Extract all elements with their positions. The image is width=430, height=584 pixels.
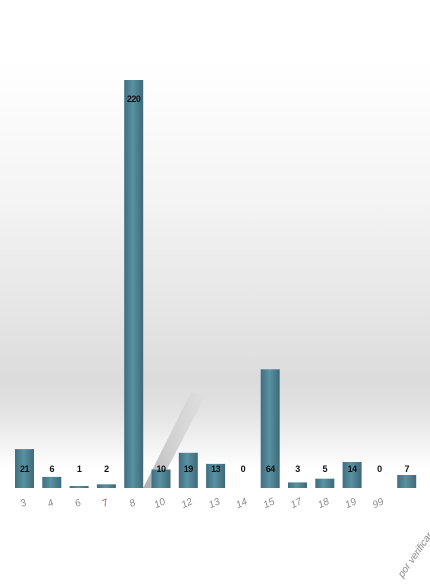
x-tick-label: 6: [73, 497, 83, 510]
x-tick-label: 13: [207, 496, 222, 511]
bar-17: [288, 482, 307, 488]
x-tick-label: 10: [153, 496, 168, 511]
x-tick-label: 8: [128, 497, 138, 510]
bar-value-label: 7: [404, 464, 409, 474]
bar-value-label: 2: [104, 464, 109, 474]
bar-value-label: 14: [348, 464, 358, 474]
bar-7: [96, 484, 116, 488]
x-tick-label: 4: [46, 497, 56, 510]
bar-19: [342, 462, 362, 488]
bar-18: [315, 478, 335, 488]
bar-15: [260, 369, 280, 488]
x-tick-label: 14: [234, 496, 249, 511]
bar-value-label: 0: [377, 464, 382, 474]
bar-8: [124, 80, 144, 488]
x-tick-label: por verificar: [396, 530, 430, 580]
x-axis-tick-labels: 3 4 6 7 8 10 12 13 14 15 17 18 19 99 por verificar: [19, 496, 430, 580]
bar-value-label: 220: [127, 94, 141, 104]
bar-value-label: 21: [20, 464, 30, 474]
bar-4: [42, 476, 62, 488]
x-tick-label: 99: [371, 496, 386, 511]
x-tick-label: 3: [19, 497, 29, 510]
bar-value-label: 6: [50, 464, 55, 474]
bar-por-verificar: [397, 475, 417, 488]
x-tick-label: 15: [262, 496, 277, 511]
bar-value-label: 19: [184, 464, 194, 474]
bar-12: [178, 452, 198, 488]
value-labels: 21 6 1 2 220 10 19 13 0 64 3 5 14 0 7: [20, 94, 410, 474]
bar-3: [15, 449, 34, 488]
bar-value-label: 64: [266, 464, 276, 474]
x-tick-label: 19: [344, 496, 359, 511]
x-tick-label: 12: [180, 496, 195, 511]
bar-10: [151, 469, 171, 488]
bar-value-label: 3: [295, 464, 300, 474]
x-tick-label: 18: [316, 496, 331, 511]
bar-value-label: 13: [211, 464, 221, 474]
bar-13: [206, 463, 226, 488]
bars-layer: [15, 80, 417, 488]
bar-value-label: 5: [323, 464, 328, 474]
bar-value-label: 0: [241, 464, 246, 474]
bar-value-label: 10: [156, 464, 166, 474]
bar-value-label: 1: [77, 464, 82, 474]
x-tick-label: 17: [289, 496, 304, 511]
bar-6: [69, 486, 89, 488]
x-tick-label: 7: [100, 497, 110, 510]
shadow-layer: [143, 392, 206, 488]
bar-shadow: [143, 392, 206, 488]
